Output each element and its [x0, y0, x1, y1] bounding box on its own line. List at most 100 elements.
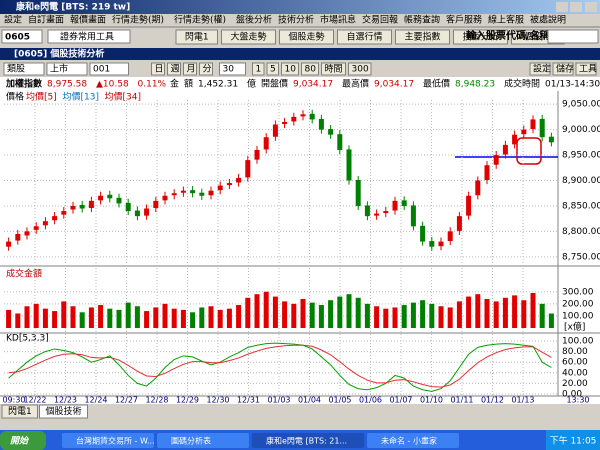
- account-select[interactable]: [1, 29, 43, 44]
- toolbar-button-label[interactable]: 個股...: [524, 31, 551, 43]
- volume-bar: [190, 312, 196, 328]
- control[interactable]: [3, 62, 45, 76]
- control-label[interactable]: 工具: [579, 64, 597, 75]
- menu-item[interactable]: 盤後分析: [236, 14, 272, 26]
- control[interactable]: [151, 62, 165, 76]
- maximize-button[interactable]: [570, 2, 582, 12]
- volume-bar: [33, 303, 39, 328]
- control-label[interactable]: 日: [155, 64, 164, 75]
- volume-bar: [521, 300, 527, 328]
- control[interactable]: [183, 62, 197, 76]
- taskbar-item-label[interactable]: 台灣期貨交易所 - W...: [76, 436, 155, 446]
- volume-bar: [107, 308, 113, 328]
- toolbar-button[interactable]: [453, 29, 508, 45]
- control-label[interactable]: 80: [305, 65, 317, 75]
- control-label[interactable]: 類股: [7, 64, 25, 75]
- start-label[interactable]: 開始: [10, 436, 29, 447]
- tray: [546, 430, 600, 450]
- control[interactable]: [167, 62, 181, 76]
- control-label[interactable]: 月: [187, 64, 196, 75]
- toolbar-button[interactable]: [221, 29, 276, 45]
- tab[interactable]: [1, 404, 38, 419]
- y-tick-label: 9,050.00: [562, 100, 600, 110]
- control-label[interactable]: 5: [270, 65, 276, 75]
- control[interactable]: [321, 62, 346, 76]
- control-label[interactable]: 儲存: [556, 63, 574, 75]
- control-label[interactable]: 10: [285, 65, 297, 75]
- taskbar-item[interactable]: [62, 433, 154, 448]
- toolbar-button-label[interactable]: 大盤走勢: [230, 31, 266, 43]
- taskbar-item-label[interactable]: 康和e閃電 [BTS: 21...: [266, 436, 347, 446]
- taskbar-item[interactable]: [157, 433, 249, 448]
- control[interactable]: [348, 62, 372, 76]
- candle-body: [282, 121, 288, 124]
- control[interactable]: [529, 62, 551, 76]
- control-label[interactable]: 分: [203, 64, 212, 75]
- volume-bar: [392, 307, 398, 328]
- control[interactable]: [266, 62, 279, 76]
- tools-select[interactable]: [47, 29, 131, 44]
- menu-item[interactable]: 行情走勢(期): [112, 14, 164, 26]
- toolbar-button[interactable]: [279, 29, 334, 45]
- menu-item[interactable]: 市場訊息: [320, 14, 356, 26]
- candle-body: [374, 213, 380, 216]
- menu-item[interactable]: 行情走勢(權): [174, 14, 226, 26]
- taskbar-item-label[interactable]: 未命名 - 小畫家: [381, 436, 437, 446]
- search-label: 輸入股票代碼/名稱:: [466, 29, 554, 42]
- control[interactable]: [552, 62, 574, 76]
- menu-item[interactable]: 交易回報: [362, 14, 398, 26]
- control-label[interactable]: 300: [352, 65, 369, 75]
- toolbar-button-label[interactable]: 自選行情: [346, 31, 382, 43]
- control[interactable]: [199, 62, 213, 76]
- control[interactable]: [252, 62, 265, 76]
- toolbar-button-label[interactable]: 技術分析: [462, 31, 498, 43]
- x-tick-label: 01/13: [511, 396, 534, 405]
- menu-item[interactable]: 帳務查詢: [404, 14, 440, 26]
- start-button[interactable]: [0, 431, 46, 450]
- toolbar-button-label[interactable]: 閃電1: [185, 32, 209, 43]
- control-label[interactable]: 上市: [50, 63, 68, 75]
- control-label[interactable]: 30: [223, 65, 235, 75]
- taskbar-item-label[interactable]: 圖碼分析表: [171, 436, 211, 446]
- control[interactable]: [46, 62, 88, 76]
- y-tick-label: 20.00: [562, 379, 588, 389]
- toolbar-button-label[interactable]: 個股走勢: [288, 31, 324, 43]
- menu-item[interactable]: 被處說明: [530, 14, 566, 26]
- close-button[interactable]: [585, 2, 597, 12]
- toolbar-button-label[interactable]: 主要指數: [404, 31, 440, 43]
- tab-label[interactable]: 個股技術: [46, 405, 82, 417]
- control-label[interactable]: 週: [171, 64, 180, 75]
- taskbar-item[interactable]: [367, 433, 459, 448]
- tab[interactable]: [39, 404, 88, 419]
- tab-label[interactable]: 閃電1: [8, 406, 32, 417]
- quote-text: 9,034.17: [293, 80, 333, 90]
- menu-item[interactable]: 設定: [4, 14, 22, 26]
- volume-bar: [88, 307, 94, 328]
- control[interactable]: [301, 62, 319, 76]
- menu-item[interactable]: 自訂畫面: [28, 14, 64, 26]
- control[interactable]: [219, 62, 246, 76]
- menu-item[interactable]: 客戶服務: [446, 14, 482, 26]
- tools-label[interactable]: 證券常用工具: [60, 31, 114, 43]
- control-label[interactable]: 001: [93, 65, 110, 75]
- minimize-button[interactable]: [556, 2, 568, 12]
- toolbar-button[interactable]: [175, 29, 218, 45]
- control[interactable]: [281, 62, 299, 76]
- volume-bar: [245, 297, 251, 328]
- menu-item[interactable]: 線上客服: [488, 14, 524, 26]
- account-value[interactable]: 0605: [5, 33, 30, 43]
- control-label[interactable]: 時間: [325, 64, 343, 75]
- menu-item[interactable]: 報價畫面: [70, 14, 106, 26]
- control-label[interactable]: 1: [256, 65, 262, 75]
- candle-body: [107, 194, 113, 199]
- quote-text: 最低價: [423, 78, 450, 90]
- control[interactable]: [575, 62, 597, 76]
- menu-item[interactable]: 技術分析: [278, 14, 314, 26]
- volume-bar: [236, 305, 242, 328]
- toolbar-button[interactable]: [395, 29, 450, 45]
- taskbar-item[interactable]: [252, 433, 364, 448]
- control[interactable]: [89, 62, 129, 76]
- search-input[interactable]: [547, 29, 599, 44]
- toolbar-button[interactable]: [337, 29, 392, 45]
- control-label[interactable]: 設定: [533, 63, 551, 75]
